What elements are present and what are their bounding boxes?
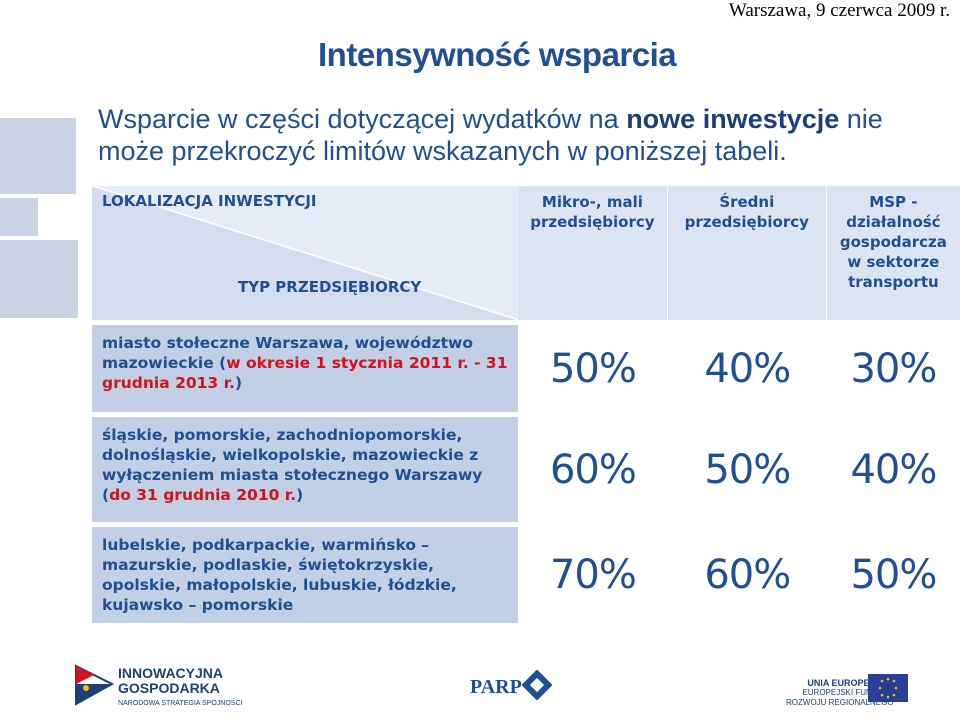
support-intensity-table: LOKALIZACJA INWESTYCJI TYP PRZEDSIĘBIORC… xyxy=(92,186,960,623)
location-header: LOKALIZACJA INWESTYCJI xyxy=(102,192,317,210)
intro-text: Wsparcie w części dotyczącej wydatków na… xyxy=(98,104,883,166)
innowacyjna-gospodarka-logo-icon xyxy=(75,664,114,706)
value-medium: 60% xyxy=(667,522,827,623)
eu-fund-label: UNIA EUROPEJSKA EUROPEJSKI FUNDUSZ ROZWO… xyxy=(786,678,894,707)
parp-logo: PARP xyxy=(470,676,522,698)
row-label-regions-group-2: śląskie, pomorskie, zachodniopomorskie, … xyxy=(92,412,518,522)
value-transport: 40% xyxy=(826,412,960,522)
table-header-row: LOKALIZACJA INWESTYCJI TYP PRZEDSIĘBIORC… xyxy=(92,186,960,320)
row-label-regions-group-3: lubelskie, podkarpackie, warmińsko – maz… xyxy=(92,522,518,623)
page-title: Intensywność wsparcia xyxy=(318,36,677,73)
value-transport: 50% xyxy=(826,522,960,623)
footer-logos: INNOWACYJNA GOSPODARKA NARODOWA STRATEGI… xyxy=(0,650,960,718)
value-transport: 30% xyxy=(826,320,960,412)
table-row: śląskie, pomorskie, zachodniopomorskie, … xyxy=(92,412,960,522)
value-micro-small: 60% xyxy=(518,412,668,522)
table-row: lubelskie, podkarpackie, warmińsko – maz… xyxy=(92,522,960,623)
enterprise-type-header: TYP PRZEDSIĘBIORCY xyxy=(238,278,422,296)
value-micro-small: 70% xyxy=(518,522,668,623)
corner-cell: LOKALIZACJA INWESTYCJI TYP PRZEDSIĘBIORC… xyxy=(92,186,518,320)
row-label-warszawa: miasto stołeczne Warszawa, województwo m… xyxy=(92,320,518,412)
value-medium: 50% xyxy=(667,412,827,522)
column-header-micro-small: Mikro-, mali przedsiębiorcy xyxy=(518,186,668,320)
innowacyjna-gospodarka-subtitle: NARODOWA STRATEGIA SPÓJNOŚCI xyxy=(118,700,243,707)
value-medium: 40% xyxy=(667,320,827,412)
date-label: Warszawa, 9 czerwca 2009 r. xyxy=(728,0,950,21)
innowacyjna-gospodarka-logo: INNOWACYJNA GOSPODARKA xyxy=(118,665,224,696)
table-row: miasto stołeczne Warszawa, województwo m… xyxy=(92,320,960,412)
column-header-medium: Średni przedsiębiorcy xyxy=(667,186,827,320)
value-micro-small: 50% xyxy=(518,320,668,412)
parp-mark-icon xyxy=(522,670,552,700)
column-header-transport: MSP - działalność gospodarcza w sektorze… xyxy=(826,186,960,320)
eu-flag-icon xyxy=(868,674,908,702)
